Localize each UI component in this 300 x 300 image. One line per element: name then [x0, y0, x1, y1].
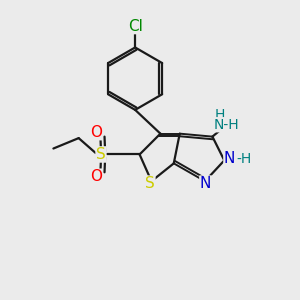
Text: N-H: N-H [214, 118, 239, 132]
Text: S: S [96, 147, 106, 162]
Text: -H: -H [236, 152, 251, 166]
Text: O: O [90, 125, 102, 140]
Text: H: H [215, 108, 225, 122]
Text: O: O [90, 169, 102, 184]
Text: S: S [145, 176, 155, 191]
Text: Cl: Cl [128, 19, 142, 34]
Text: N: N [224, 152, 235, 166]
Text: N: N [200, 176, 211, 191]
